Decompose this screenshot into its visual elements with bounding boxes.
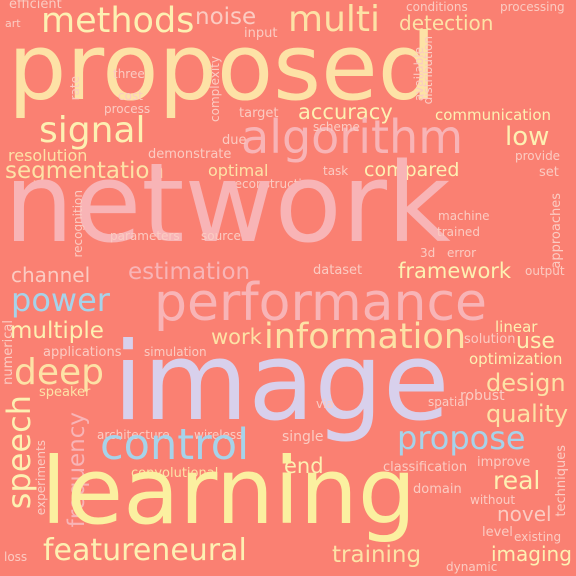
word-improve: improve [477,455,531,470]
word-featureneural: featureneural [43,533,247,568]
word-multi: multi [288,0,381,40]
word-speech: speech [0,395,38,510]
word-convolutional: convolutional [131,466,219,481]
word-robust: robust [460,388,505,404]
word-detection: detection [399,11,494,35]
word-efficient: efficient [9,0,62,12]
word-rate: rate [68,76,82,101]
word-real: real [493,466,541,495]
word-methods: methods [41,1,195,41]
word-single: single [282,429,324,445]
word-trained: trained [437,225,480,239]
word-low: low [505,122,550,152]
word-demonstrate: demonstrate [148,147,232,162]
word-reconstruction: reconstruction [230,177,317,191]
word-due: due [222,133,247,148]
word-dynamic: dynamic [446,560,498,574]
word-level: level [482,525,513,540]
word-output: output [525,264,565,278]
word-domain: domain [413,482,462,497]
word-wireless: wireless [194,428,243,442]
word-proposed: proposed [8,14,437,121]
word-source: source [201,229,241,243]
word-existing: existing [514,530,562,544]
word-3d: 3d [420,246,436,260]
word-imaging: imaging [491,542,572,566]
word-parameters: parameters [110,229,180,243]
word-cost: cost [118,89,143,103]
word-complexity: complexity [208,56,222,122]
word-speaker: speaker [39,385,91,400]
word-simulation: simulation [144,345,207,359]
word-techniques: techniques [554,445,569,517]
word-power: power [11,281,110,319]
word-approaches: approaches [549,193,564,269]
word-target: target [239,106,279,121]
word-via: via [316,397,334,411]
word-solution: solution [464,332,516,347]
word-training: training [332,542,422,568]
word-optimal: optimal [208,161,269,180]
word-process: process [104,102,151,116]
word-signal: signal [39,110,146,151]
word-deep: deep [14,352,104,393]
word-spatial: spatial [428,395,468,409]
word-multiple: multiple [10,318,104,344]
word-classification: classification [383,460,468,475]
word-compared: compared [364,159,460,181]
word-processing: processing [500,0,565,14]
word-linear: linear [495,318,538,336]
word-use: use [516,329,555,354]
word-control: control [100,420,250,470]
word-scheme: scheme [313,120,360,134]
word-recognition: recognition [71,190,85,258]
word-propose: propose [397,419,526,457]
word-novel: novel [497,502,552,526]
word-input: input [244,26,278,41]
word-accuracy: accuracy [298,100,393,124]
word-applications: applications [43,345,122,360]
word-machine: machine [438,209,490,223]
word-conditions: conditions [406,0,468,14]
word-work: work [211,325,262,349]
word-loss: loss [4,550,28,564]
word-quality: quality [486,400,569,428]
word-dataset: dataset [313,263,363,278]
word-channel: channel [11,263,91,287]
word-segmentation: segmentation [5,158,165,184]
word-distribution: distribution [421,36,435,105]
word-design: design [486,369,566,397]
word-estimation: estimation [128,259,251,285]
word-without: without [470,493,516,507]
word-learning: learning [41,438,417,545]
word-architecture: architecture [97,428,170,442]
word-set: set [539,165,559,180]
word-art: art [5,17,21,30]
word-image: image [113,320,450,445]
word-task: task [323,164,349,178]
word-performance: performance [154,273,488,333]
word-network: network [4,139,451,267]
word-end: end [284,454,324,478]
word-three: three [113,67,145,81]
word-optimization: optimization [469,350,563,368]
word-information: information [264,317,467,357]
word-framework: framework [398,259,512,283]
word-noise: noise [195,4,257,30]
word-communication: communication [435,106,552,124]
word-algorithm: algorithm [241,110,464,164]
word-provide: provide [515,149,561,163]
word-error: error [447,246,477,260]
word-resolution: resolution [8,146,88,165]
